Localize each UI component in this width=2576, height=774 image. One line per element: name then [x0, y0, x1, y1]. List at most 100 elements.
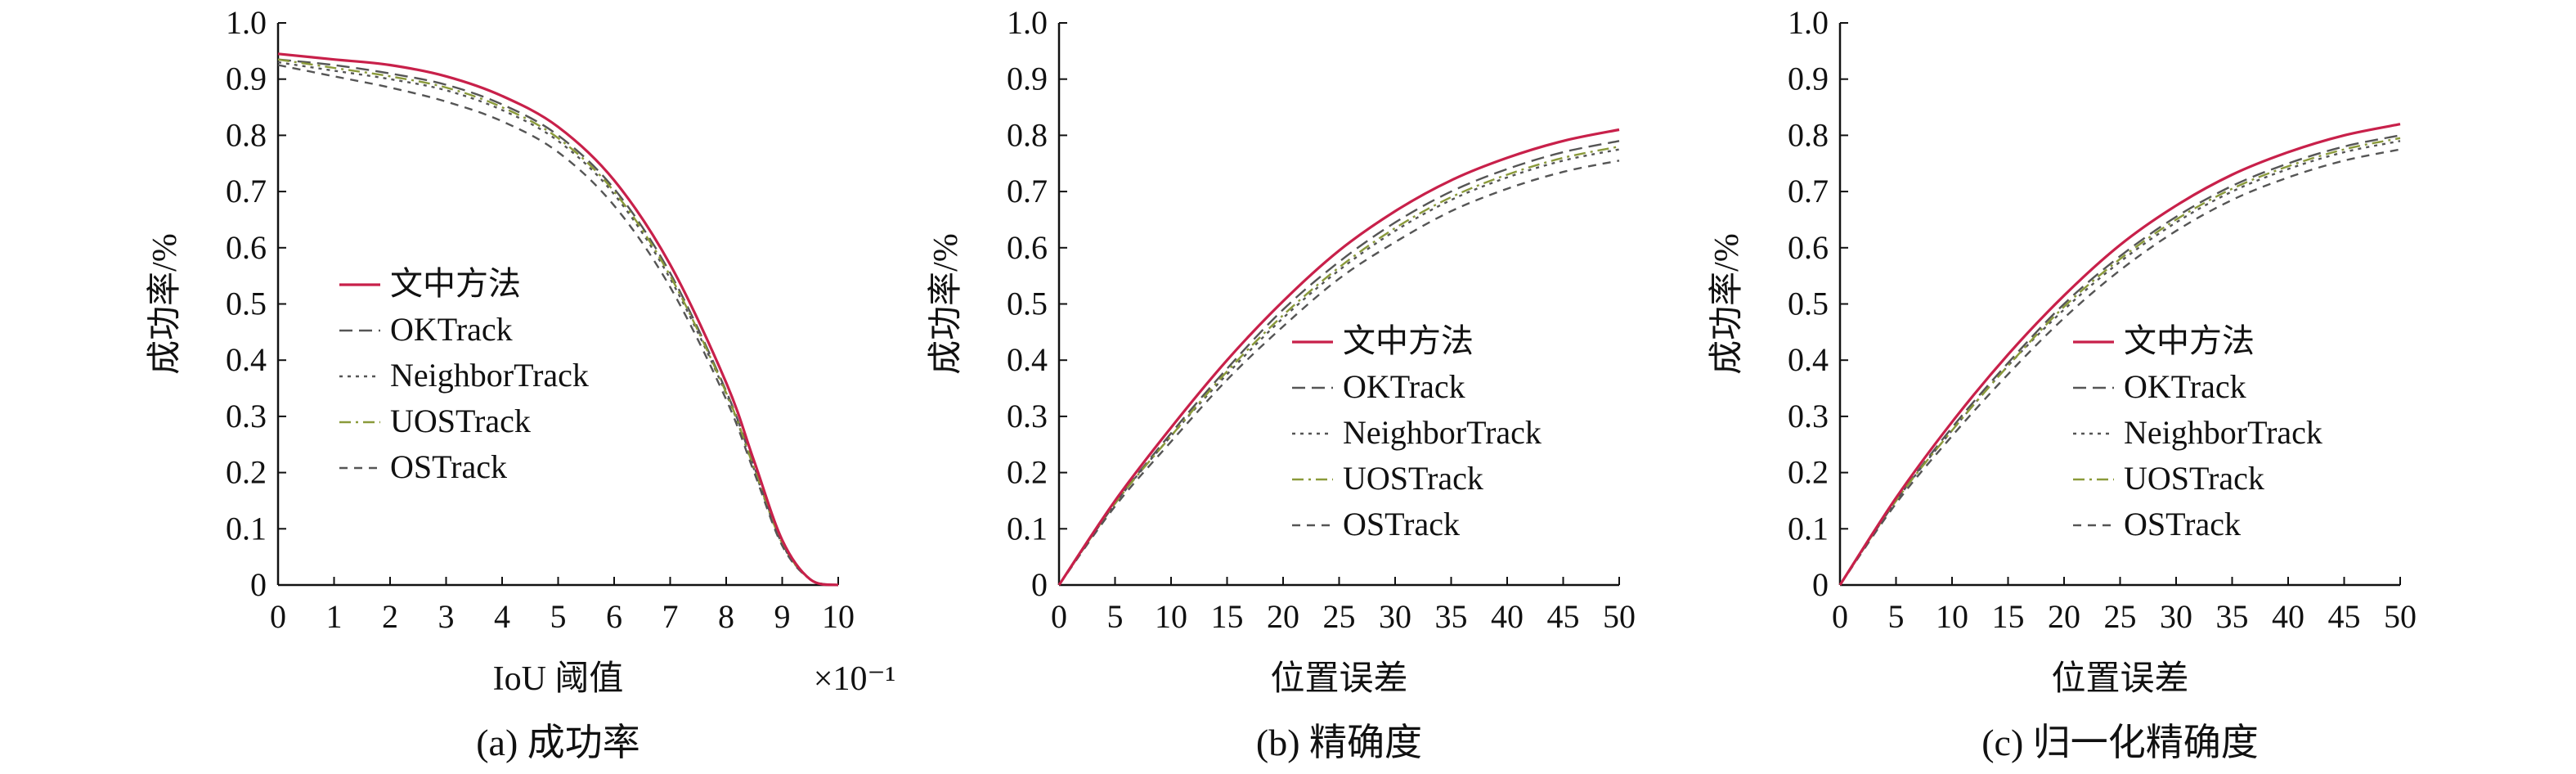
x-axis-title: 位置误差 [1270, 659, 1407, 698]
legend-label: OKTrack [2124, 368, 2246, 405]
y-tick-label: 0.8 [1788, 116, 1829, 153]
y-tick-label: 0.4 [1007, 341, 1048, 378]
x-tick-label: 0 [1051, 598, 1067, 635]
x-tick-label: 25 [1323, 598, 1356, 635]
x-tick-label: 20 [2048, 598, 2080, 635]
y-tick-label: 0.9 [1007, 61, 1048, 97]
x-tick-label: 4 [494, 598, 510, 635]
x-tick-label: 10 [822, 598, 855, 635]
y-tick-label: 0.3 [1007, 398, 1048, 434]
y-tick-label: 0.7 [226, 173, 267, 209]
series-line-1 [1058, 140, 1620, 586]
y-tick-label: 0.8 [1007, 116, 1048, 153]
legend: 文中方法 OKTrack NeighborTrack UOSTrack OSTrack [2073, 322, 2322, 542]
x-tick-label: 6 [606, 598, 622, 635]
series-line-2 [1058, 148, 1620, 586]
x-tick-label: 0 [1832, 598, 1848, 635]
chart-caption: (a) 成功率 [476, 722, 640, 763]
series-line-3 [277, 58, 839, 587]
y-tick-label: 0.3 [1788, 398, 1829, 434]
chart-panel-0: 0 0.1 0.2 0.3 0.4 0.5 0.6 0.7 0.8 0.9 1.0 0 1 2 3 4 5 6 7 8… [146, 4, 895, 763]
y-tick-label: 0.2 [1007, 454, 1048, 491]
x-tick-label: 30 [1379, 598, 1411, 635]
legend-label: UOSTrack [390, 403, 531, 439]
x-tick-label: 50 [1603, 598, 1636, 635]
y-tick-label: 0.1 [226, 510, 267, 547]
y-tick-label: 0.8 [226, 116, 267, 153]
x-tick-label: 35 [2216, 598, 2249, 635]
series-line-2 [1838, 140, 2401, 586]
y-tick-label: 0.2 [1788, 454, 1829, 491]
x-tick-label: 45 [1547, 598, 1580, 635]
series-line-3 [1058, 145, 1620, 586]
legend-label: 文中方法 [1343, 322, 1474, 359]
y-tick-label: 0.1 [1007, 510, 1048, 547]
y-tick-label: 0.2 [226, 454, 267, 491]
x-tick-label: 5 [1107, 598, 1124, 635]
x-tick-label: 30 [2160, 598, 2192, 635]
legend-label: NeighborTrack [2124, 414, 2322, 451]
y-tick-label: 0.7 [1007, 173, 1048, 209]
y-tick-label: 0 [250, 566, 267, 603]
x-tick-label: 2 [382, 598, 398, 635]
x-tick-label: 50 [2384, 598, 2417, 635]
y-tick-label: 1.0 [1007, 4, 1048, 41]
series-line-2 [277, 61, 839, 587]
legend-label: UOSTrack [1343, 460, 1483, 497]
y-tick-label: 0 [1812, 566, 1829, 603]
x-tick-label: 5 [550, 598, 567, 635]
x-tick-label: 5 [1888, 598, 1905, 635]
x-axis-title: IoU 阈值 [493, 660, 624, 698]
y-tick-label: 0.9 [1788, 61, 1829, 97]
x-tick-label: 45 [2328, 598, 2361, 635]
y-tick-label: 1.0 [226, 4, 267, 41]
legend-label: UOSTrack [2124, 460, 2264, 497]
chart-panel-2: 0 0.1 0.2 0.3 0.4 0.5 0.6 0.7 0.8 0.9 1.0 0 5 10 15 20 2… [1708, 4, 2417, 763]
series-line-0 [1057, 128, 1620, 586]
legend-label: 文中方法 [2124, 322, 2255, 359]
y-tick-label: 0.6 [226, 229, 267, 266]
legend: 文中方法 OKTrack NeighborTrack UOSTrack OSTrack [339, 265, 589, 485]
series-line-3 [1838, 137, 2401, 586]
x-tick-label: 0 [270, 598, 286, 635]
series-line-4 [277, 64, 839, 587]
y-tick-label: 0.3 [226, 398, 267, 434]
series-line-0 [277, 52, 839, 587]
y-tick-label: 0.6 [1007, 229, 1048, 266]
x-axis-title: 位置误差 [2051, 659, 2188, 698]
y-tick-label: 0.5 [1788, 286, 1829, 322]
y-tick-label: 0 [1031, 566, 1048, 603]
y-tick-label: 0.9 [226, 61, 267, 97]
legend-label: OSTrack [1343, 506, 1460, 542]
chart-caption: (b) 精确度 [1256, 722, 1422, 763]
x-tick-label: 35 [1435, 598, 1468, 635]
legend: 文中方法 OKTrack NeighborTrack UOSTrack OSTrack [1292, 322, 1542, 542]
legend-label: OKTrack [1343, 368, 1465, 405]
series-line-4 [1839, 148, 2401, 586]
legend-label: NeighborTrack [1343, 414, 1542, 451]
x-tick-label: 10 [1936, 598, 1968, 635]
x-tick-label: 7 [662, 598, 679, 635]
x-tick-label: 9 [774, 598, 791, 635]
x-tick-label: 40 [1491, 598, 1524, 635]
series-line-1 [1838, 134, 2401, 586]
x-tick-label: 40 [2272, 598, 2304, 635]
y-tick-label: 0.7 [1788, 173, 1829, 209]
x-tick-label: 8 [718, 598, 734, 635]
y-axis-title: 成功率/% [146, 233, 184, 375]
series-line-4 [1058, 160, 1620, 586]
legend-label: OSTrack [390, 448, 507, 485]
x-axis-multiplier: ×10⁻¹ [814, 660, 895, 698]
x-tick-label: 3 [438, 598, 455, 635]
y-axis-title: 成功率/% [927, 233, 965, 375]
x-tick-label: 1 [326, 598, 343, 635]
x-tick-label: 25 [2104, 598, 2137, 635]
y-axis-title: 成功率/% [1708, 233, 1746, 375]
legend-label: OKTrack [390, 311, 513, 348]
series-line-0 [1838, 123, 2401, 586]
legend-label: 文中方法 [390, 265, 521, 302]
y-tick-label: 0.5 [1007, 286, 1048, 322]
x-tick-label: 15 [1992, 598, 2025, 635]
legend-label: OSTrack [2124, 506, 2241, 542]
